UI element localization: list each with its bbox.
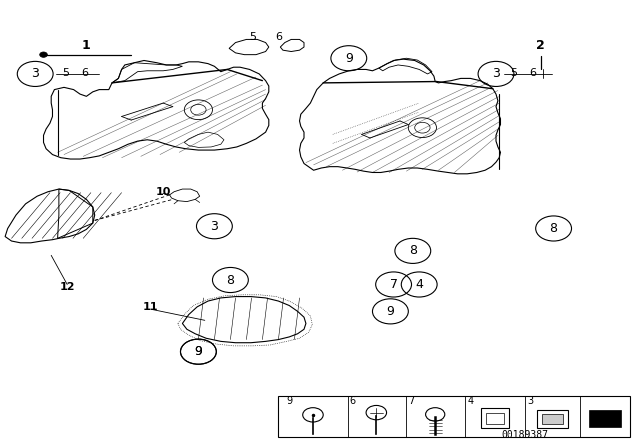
Text: 9: 9 bbox=[286, 396, 292, 406]
Text: 4: 4 bbox=[467, 396, 474, 406]
Text: 8: 8 bbox=[409, 244, 417, 258]
Text: 6: 6 bbox=[349, 396, 355, 406]
Text: 3: 3 bbox=[211, 220, 218, 233]
Text: 3: 3 bbox=[31, 67, 39, 81]
Bar bbox=[589, 410, 621, 427]
Text: 11: 11 bbox=[143, 302, 158, 312]
Text: 3: 3 bbox=[527, 396, 533, 406]
Text: 6: 6 bbox=[81, 69, 88, 78]
Circle shape bbox=[40, 52, 47, 57]
Text: 6: 6 bbox=[529, 69, 536, 78]
Text: 6: 6 bbox=[275, 32, 282, 42]
Text: 10: 10 bbox=[156, 187, 171, 197]
Text: 8: 8 bbox=[227, 273, 234, 287]
Bar bbox=[542, 414, 563, 424]
Bar bbox=[486, 413, 504, 424]
Text: 9: 9 bbox=[345, 52, 353, 65]
Text: 9: 9 bbox=[195, 345, 202, 358]
Text: 1: 1 bbox=[82, 39, 91, 52]
Text: 00189387: 00189387 bbox=[501, 430, 548, 440]
Text: 4: 4 bbox=[415, 278, 423, 291]
Text: 12: 12 bbox=[60, 282, 75, 292]
Text: 3: 3 bbox=[492, 67, 500, 81]
Text: 9: 9 bbox=[195, 345, 202, 358]
Bar bbox=[481, 408, 509, 428]
Text: 9: 9 bbox=[387, 305, 394, 318]
Text: 5: 5 bbox=[510, 69, 516, 78]
Text: 8: 8 bbox=[550, 222, 557, 235]
Text: 7: 7 bbox=[408, 396, 414, 406]
Text: 5: 5 bbox=[250, 32, 256, 42]
Text: 2: 2 bbox=[536, 39, 545, 52]
Bar bbox=[537, 410, 568, 428]
Text: 7: 7 bbox=[390, 278, 397, 291]
Text: 5: 5 bbox=[62, 69, 68, 78]
Bar bbox=[278, 396, 630, 437]
